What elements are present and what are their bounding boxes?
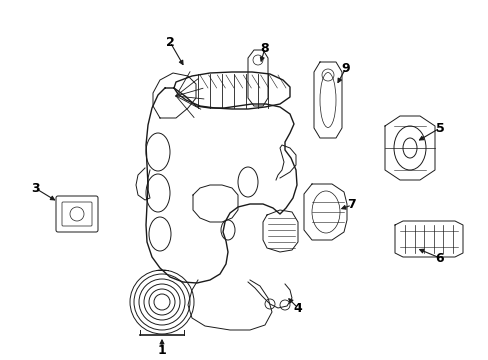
Text: 6: 6 [435, 252, 444, 265]
Text: 1: 1 [157, 343, 166, 356]
Text: 8: 8 [260, 41, 269, 54]
Text: 4: 4 [293, 302, 302, 315]
Text: 7: 7 [347, 198, 356, 211]
Text: 9: 9 [341, 62, 349, 75]
Text: 2: 2 [165, 36, 174, 49]
Text: 3: 3 [31, 181, 39, 194]
Text: 5: 5 [435, 122, 444, 135]
